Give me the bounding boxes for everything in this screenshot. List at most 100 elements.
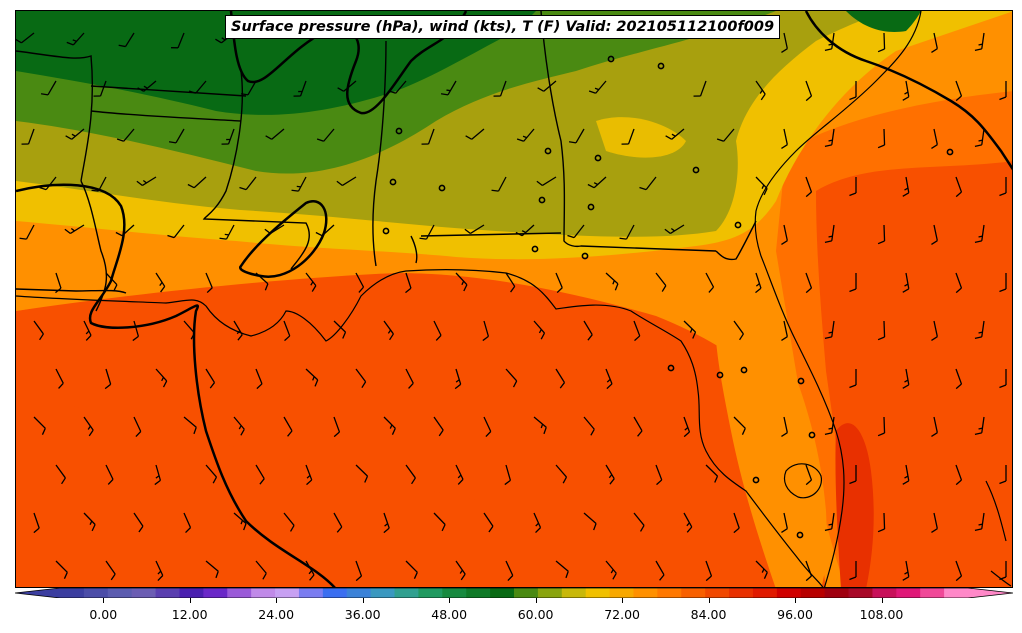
wind-barb-icon (154, 464, 162, 486)
wind-barb-icon (155, 560, 164, 581)
wind-barb-icon (305, 464, 313, 486)
wind-barb-icon (533, 320, 546, 340)
colorbar-segment (227, 588, 252, 598)
wind-barb-icon (383, 512, 390, 534)
colorbar-tick-mark (708, 598, 710, 603)
wind-barb-icon (167, 224, 185, 239)
wind-barb-icon (583, 416, 595, 436)
border-line (410, 235, 418, 264)
wind-barb-icon (16, 32, 35, 44)
calm-circle-icon (808, 431, 816, 439)
colorbar-tick-mark (103, 598, 105, 603)
wind-barb-icon (693, 80, 707, 97)
colorbar-tick-label: 96.00 (777, 607, 813, 622)
calm-circle-icon (531, 245, 539, 253)
wind-barb-icon (455, 560, 466, 581)
colorbar-segment (179, 588, 204, 598)
wind-barb-icon (999, 369, 1007, 389)
colorbar-segment (370, 588, 396, 598)
wind-barb-icon (902, 368, 910, 389)
wind-barb-icon (955, 272, 963, 294)
wind-barb-icon (555, 560, 569, 579)
colorbar-tick-label: 108.00 (859, 607, 904, 622)
wind-barb-icon (755, 560, 768, 579)
wind-barb-icon (105, 272, 118, 292)
colorbar-segment (298, 588, 324, 598)
wind-barb-icon (849, 81, 857, 101)
wind-barb-icon (877, 32, 886, 53)
colorbar (15, 588, 1013, 598)
colorbar-segment (657, 588, 682, 598)
wind-barb-icon (205, 464, 218, 484)
weather-map (16, 11, 1012, 587)
colorbar-segment (322, 588, 348, 598)
wind-barb-icon (39, 176, 57, 191)
colorbar-segment (490, 588, 515, 598)
colorbar-tick-mark (881, 598, 883, 603)
wind-barb-icon (264, 224, 285, 235)
wind-barb-icon (902, 176, 910, 197)
colorbar-tick-label: 72.00 (604, 607, 640, 622)
calm-circle-icon (438, 184, 446, 192)
wind-barb-icon (781, 224, 788, 245)
calm-winds (382, 55, 954, 539)
calm-circle-icon (607, 55, 615, 63)
wind-barb-icon (655, 272, 667, 292)
colorbar-tick-mark (622, 598, 624, 603)
wind-barb-icon (205, 560, 219, 579)
wind-barb-icon (555, 272, 563, 294)
border-line (16, 50, 94, 182)
wind-barb-icon (305, 272, 317, 292)
colorbar-extend-low (15, 588, 60, 598)
wind-barb-icon (188, 80, 207, 94)
lake-okeechobee (783, 463, 823, 499)
colorbar-segment (633, 588, 658, 598)
wind-barb-icon (465, 128, 485, 140)
temp-zone-69-72-florida (714, 289, 827, 587)
wind-barb-icon (21, 128, 35, 145)
wind-barb-icon (733, 512, 740, 534)
wind-barb-icon (333, 416, 341, 438)
colorbar-tick-mark (362, 598, 364, 603)
calm-circle-icon (538, 196, 546, 204)
wind-barb-icon (755, 272, 762, 294)
wind-barb-icon (168, 128, 185, 144)
colorbar-segment (418, 588, 443, 598)
wind-barb-icon (205, 272, 213, 294)
wind-barb-icon (619, 224, 635, 240)
colorbar-segment (60, 588, 85, 598)
wind-barb-icon (955, 368, 963, 390)
wind-barb-icon (555, 368, 566, 389)
wind-barb-icon (93, 80, 107, 97)
wind-barb-icon (33, 512, 40, 534)
colorbar-tick-mark (189, 598, 191, 603)
wind-barb-icon (239, 176, 257, 191)
colorbar-segment (824, 588, 850, 598)
calm-circle-icon (382, 227, 390, 235)
wind-barb-icon (388, 80, 407, 94)
colorbar-segment (346, 588, 372, 598)
colorbar-tick-label: 60.00 (517, 607, 554, 622)
wind-barb-icon (433, 320, 442, 341)
colorbar-tick-label: 48.00 (431, 607, 468, 622)
wind-barb-icon (516, 128, 535, 142)
wind-barb-icon (533, 512, 542, 534)
wind-barb-icon (999, 465, 1007, 485)
wind-barb-icon (999, 273, 1007, 293)
wind-barb-icon (33, 320, 44, 341)
wind-barbs (16, 32, 1007, 582)
isobar (239, 200, 328, 278)
wind-barb-icon (83, 512, 96, 532)
wind-barb-icon (291, 176, 307, 192)
wind-barb-icon (55, 368, 64, 389)
wind-barb-icon (705, 272, 715, 293)
wind-barb-icon (805, 464, 813, 486)
wind-barb-icon (683, 512, 693, 533)
colorbar-segment (107, 588, 133, 598)
wind-barb-icon (65, 128, 85, 140)
wind-barb-icon (132, 320, 140, 342)
colorbar-segment (800, 588, 826, 598)
wind-barb-icon (305, 368, 319, 387)
wind-barb-icon (605, 464, 615, 485)
colorbar-segment (944, 588, 969, 598)
